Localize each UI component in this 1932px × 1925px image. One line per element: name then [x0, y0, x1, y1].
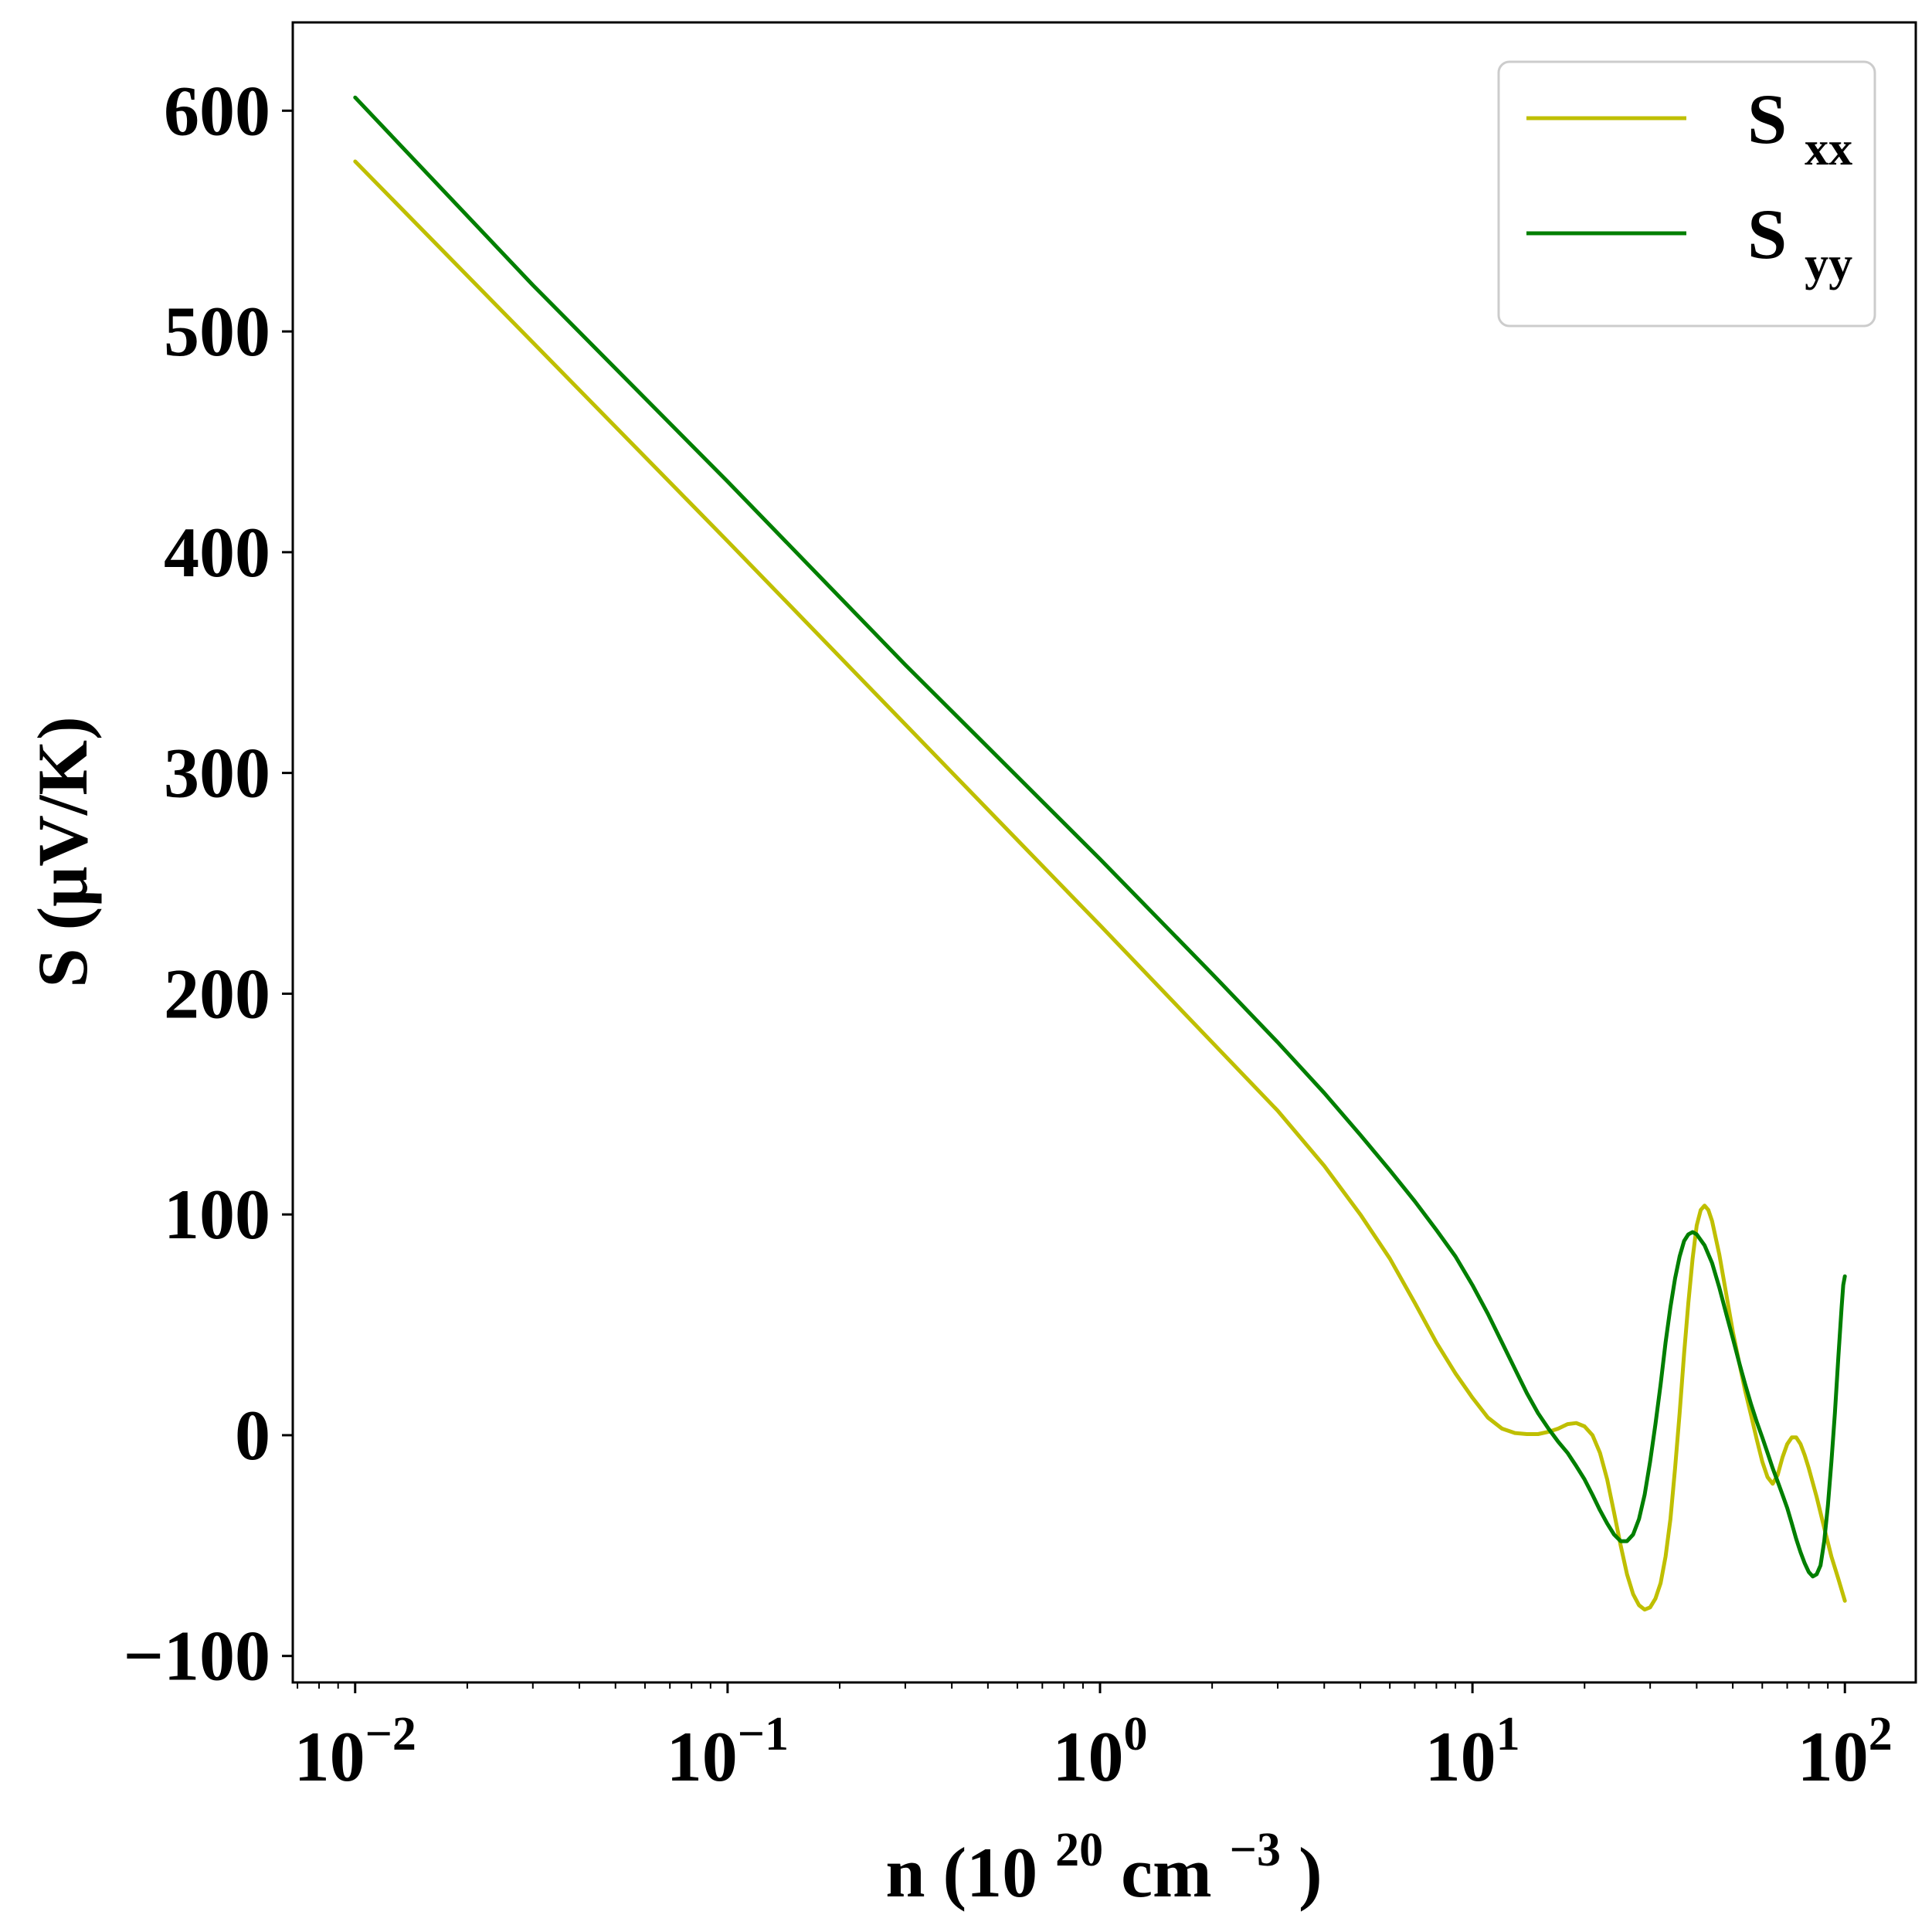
y-tick-label: 300 [164, 734, 270, 813]
x-tick-exp: −1 [738, 1708, 789, 1760]
x-axis-label-prefix: n (10 [885, 1833, 1037, 1912]
x-tick-base: 10 [1798, 1717, 1869, 1796]
x-axis-ticks: 10−2 10−1 100 101 102 [294, 1682, 1893, 1796]
x-tick-label: 102 [1798, 1708, 1893, 1796]
y-axis-ticks: −100 0 100 200 300 400 500 600 [124, 71, 293, 1696]
plot-frame [291, 21, 1917, 1684]
x-axis-label-exp1: 20 [1055, 1824, 1103, 1876]
legend: S xx S yy [1497, 60, 1876, 328]
x-tick-base: 10 [294, 1717, 365, 1796]
legend-box [1497, 60, 1876, 328]
y-tick-label: 600 [164, 71, 270, 150]
x-tick-base: 10 [1425, 1717, 1496, 1796]
x-tick-label: 100 [1052, 1708, 1147, 1796]
x-axis-label-suffix: ) [1299, 1833, 1323, 1912]
x-tick-label: 10−1 [667, 1708, 789, 1796]
x-tick-label: 101 [1425, 1708, 1520, 1796]
legend-label-sxx-sub: xx [1805, 123, 1852, 175]
legend-label-sxx: S xx [1747, 80, 1852, 175]
y-tick-label: 100 [164, 1175, 270, 1254]
series-layer [353, 95, 1847, 1612]
x-tick-exp: −2 [365, 1708, 416, 1760]
y-tick-label: 0 [235, 1396, 270, 1475]
y-tick-label: 200 [164, 954, 270, 1033]
y-tick-label: −100 [124, 1617, 270, 1696]
legend-label-sxx-base: S [1747, 80, 1787, 158]
y-tick-label: 400 [164, 513, 270, 592]
x-tick-exp: 1 [1496, 1708, 1520, 1760]
legend-label-syy: S yy [1747, 195, 1852, 290]
y-axis-label: S (μV/K) [23, 716, 102, 987]
x-axis-label-exp2: −3 [1230, 1824, 1281, 1876]
x-tick-base: 10 [667, 1717, 738, 1796]
legend-label-syy-base: S [1747, 195, 1787, 273]
series-line-xx [353, 159, 1847, 1612]
x-axis-label: n (10 20 cm −3 ) [885, 1802, 1322, 1912]
x-tick-base: 10 [1052, 1717, 1123, 1796]
x-tick-label: 10−2 [294, 1708, 416, 1796]
series-line-yy [353, 95, 1847, 1579]
x-tick-exp: 0 [1123, 1708, 1147, 1760]
x-axis-label-mid: cm [1121, 1833, 1211, 1912]
y-tick-label: 500 [164, 292, 270, 371]
x-tick-exp: 2 [1869, 1708, 1893, 1760]
legend-label-syy-sub: yy [1805, 238, 1852, 290]
